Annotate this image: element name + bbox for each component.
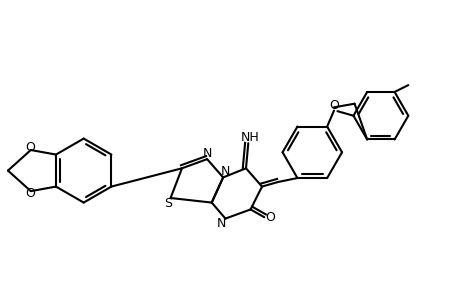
Text: S: S — [164, 197, 172, 210]
Text: N: N — [220, 165, 230, 178]
Text: O: O — [328, 100, 338, 112]
Text: N: N — [217, 217, 226, 230]
Text: NH: NH — [241, 131, 259, 144]
Text: O: O — [264, 211, 274, 224]
Text: O: O — [25, 187, 35, 200]
Text: N: N — [202, 147, 211, 160]
Text: O: O — [25, 141, 35, 154]
